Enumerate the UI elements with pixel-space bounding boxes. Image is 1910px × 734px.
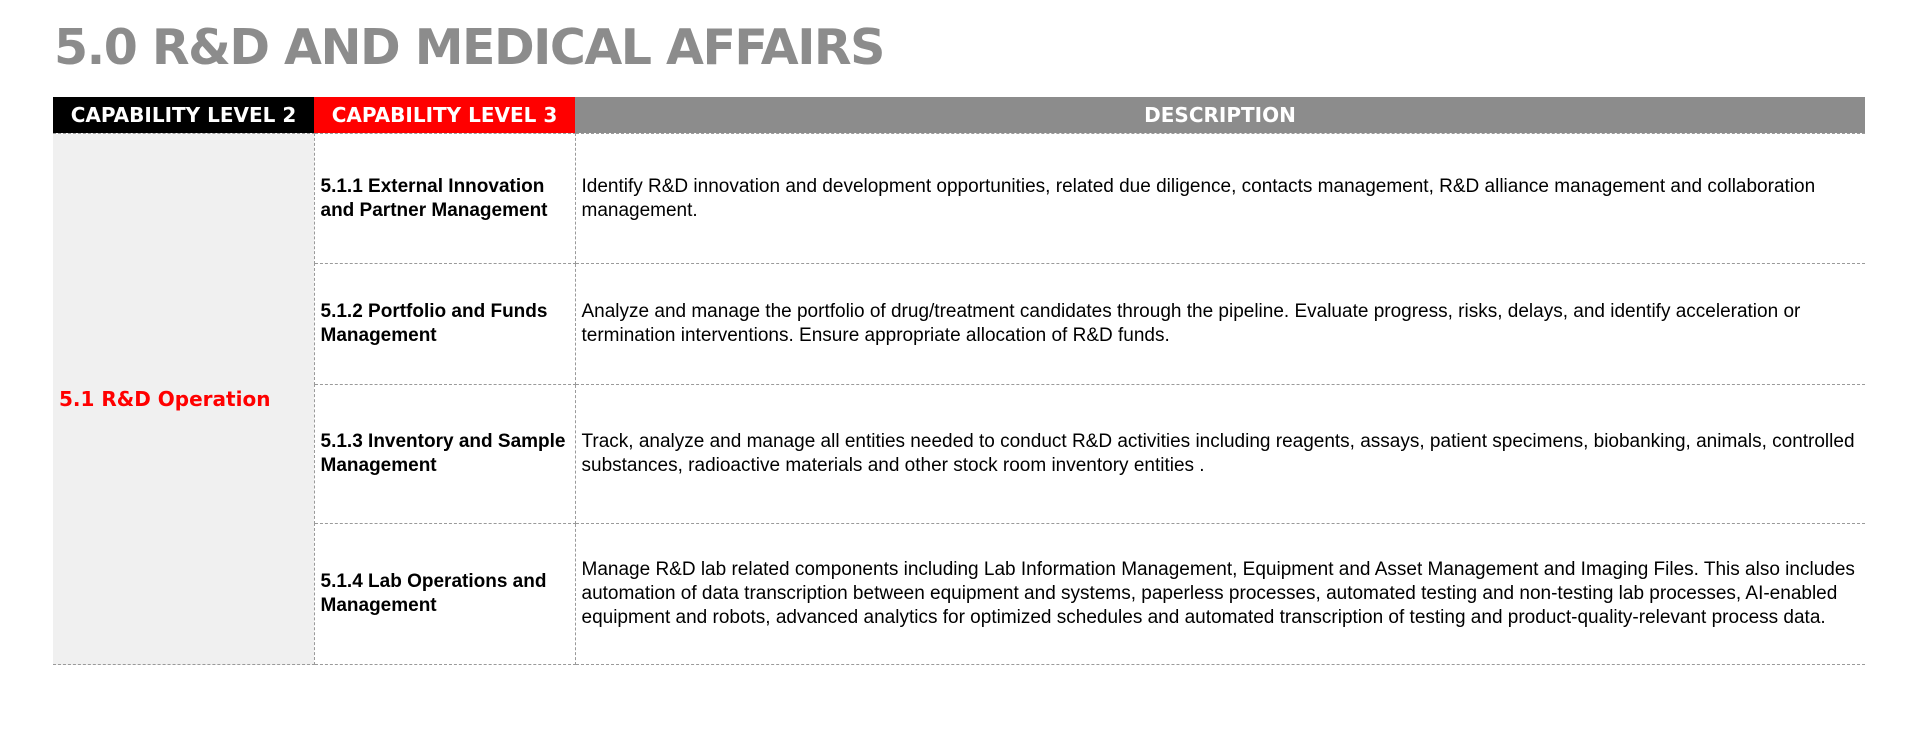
- capability-level-3-cell: 5.1.4 Lab Operations and Management: [314, 523, 576, 665]
- capability-table: CAPABILITY LEVEL 2 CAPABILITY LEVEL 3 DE…: [53, 97, 1865, 665]
- description-cell: Track, analyze and manage all entities n…: [574, 384, 1865, 524]
- header-description: DESCRIPTION: [575, 97, 1865, 134]
- capability-level-2-cell: 5.1 R&D Operation: [53, 133, 315, 665]
- table-row: 5.1.3 Inventory and Sample Management Tr…: [53, 384, 1865, 524]
- table-row: 5.1.4 Lab Operations and Management Mana…: [53, 523, 1865, 665]
- description-cell: Analyze and manage the portfolio of drug…: [574, 263, 1865, 385]
- table-row: 5.1 R&D Operation 5.1.1 External Innovat…: [53, 133, 1865, 665]
- capability-level-3-cell: 5.1.3 Inventory and Sample Management: [314, 384, 576, 524]
- header-capability-level-3: CAPABILITY LEVEL 3: [314, 97, 575, 134]
- description-cell: Identify R&D innovation and development …: [574, 133, 1865, 264]
- page-title: 5.0 R&D AND MEDICAL AFFAIRS: [54, 19, 885, 76]
- table-row: 5.1.2 Portfolio and Funds Management Ana…: [53, 263, 1865, 385]
- header-capability-level-2: CAPABILITY LEVEL 2: [53, 97, 314, 134]
- table-header-row: CAPABILITY LEVEL 2 CAPABILITY LEVEL 3 DE…: [53, 97, 1865, 134]
- capability-level-3-cell: 5.1.2 Portfolio and Funds Management: [314, 263, 576, 385]
- description-cell: Manage R&D lab related components includ…: [574, 523, 1865, 665]
- capability-level-3-cell: 5.1.1 External Innovation and Partner Ma…: [313, 133, 576, 264]
